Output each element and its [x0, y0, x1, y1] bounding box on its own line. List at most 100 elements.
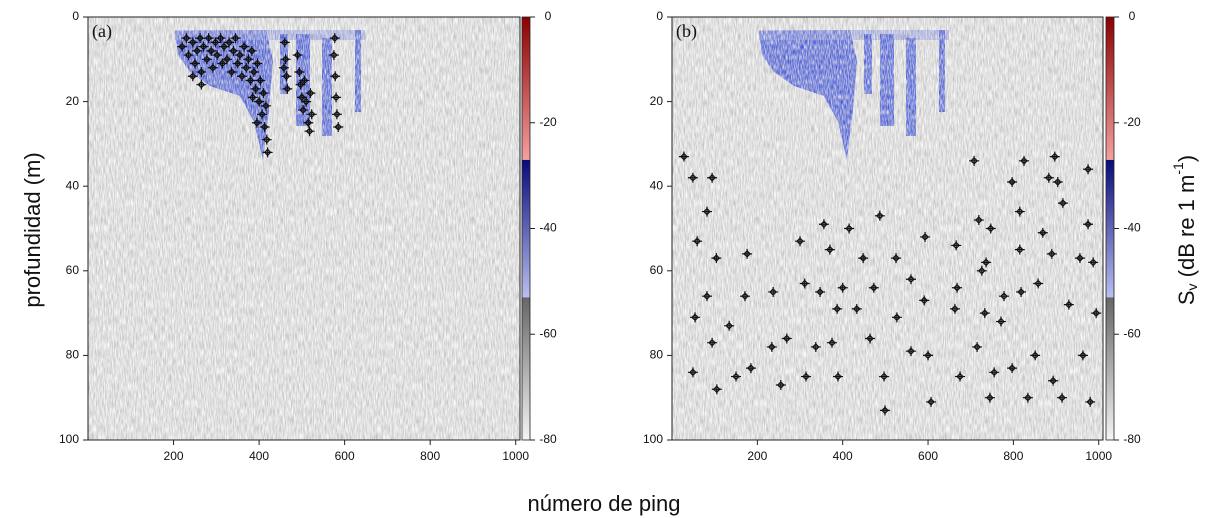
marker — [707, 172, 718, 183]
label-part: (dB re 1 m — [1174, 175, 1199, 284]
marker — [711, 253, 722, 264]
marker — [210, 37, 221, 48]
marker — [279, 37, 290, 48]
marker — [282, 83, 293, 94]
marker — [919, 295, 930, 306]
marker — [281, 71, 292, 82]
colorbar-band — [1106, 17, 1114, 160]
marker — [304, 126, 315, 137]
marker — [222, 54, 233, 65]
marker — [1057, 392, 1068, 403]
marker — [257, 109, 268, 120]
label-part: ) — [1174, 155, 1199, 162]
marker — [905, 274, 916, 285]
marker — [810, 341, 821, 352]
colorbar-tick-label: 0 — [1129, 9, 1136, 23]
marker — [955, 371, 966, 382]
colorbar-tick-label: -40 — [539, 221, 557, 235]
marker — [248, 66, 259, 77]
marker — [985, 223, 996, 234]
colorbar-tick-label: -80 — [539, 432, 557, 446]
marker — [1030, 350, 1041, 361]
y-tick-label: 60 — [650, 263, 664, 277]
y-tick-label: 20 — [66, 94, 80, 108]
marker — [333, 121, 344, 132]
marker — [280, 54, 291, 65]
marker — [799, 278, 810, 289]
marker — [701, 206, 712, 217]
marker — [1052, 176, 1063, 187]
marker — [1033, 278, 1044, 289]
marker — [692, 236, 703, 247]
marker — [926, 396, 937, 407]
marker — [207, 62, 218, 73]
marker — [905, 346, 916, 357]
marker — [775, 380, 786, 391]
marker — [301, 96, 312, 107]
marker — [724, 320, 735, 331]
colorbar-tick-label: -40 — [1123, 221, 1141, 235]
marker — [731, 371, 742, 382]
y-tick-label: 60 — [66, 263, 80, 277]
marker — [262, 147, 273, 158]
x-tick-label: 400 — [833, 449, 853, 463]
marker — [296, 92, 307, 103]
x-tick-label: 600 — [918, 449, 938, 463]
marker — [234, 50, 245, 61]
marker — [230, 33, 241, 44]
marker — [976, 265, 987, 276]
marker — [255, 75, 266, 86]
marker — [236, 71, 247, 82]
marker — [245, 75, 256, 86]
marker — [868, 282, 879, 293]
y-tick-label: 100 — [59, 432, 79, 446]
marker — [981, 257, 992, 268]
marker — [292, 50, 303, 61]
marker — [259, 121, 270, 132]
marker — [891, 312, 902, 323]
marker — [224, 37, 235, 48]
marker — [177, 41, 188, 52]
label-sup: -1 — [1170, 162, 1186, 175]
marker — [972, 341, 983, 352]
marker — [844, 223, 855, 234]
marker — [206, 45, 217, 56]
marker — [183, 50, 194, 61]
marker — [232, 58, 243, 69]
y-tick-label: 40 — [66, 178, 80, 192]
marker — [305, 88, 316, 99]
marker — [239, 41, 250, 52]
marker — [254, 96, 265, 107]
marker — [891, 253, 902, 264]
marker — [192, 45, 203, 56]
marker — [187, 71, 198, 82]
marker — [250, 83, 261, 94]
panel: (a)200 400 600 800 10000204060801000-20-40-6… — [59, 9, 557, 463]
y-axis-label: profundidad (m) — [20, 152, 45, 307]
marker — [331, 92, 342, 103]
marker — [1063, 299, 1074, 310]
colorbar-tick-label: -60 — [539, 326, 557, 340]
marker — [781, 333, 792, 344]
y-tick-label: 100 — [643, 432, 663, 446]
marker — [874, 210, 885, 221]
marker — [228, 45, 239, 56]
colorbar-band — [1106, 159, 1114, 298]
marker — [329, 33, 340, 44]
marker — [1022, 392, 1033, 403]
marker — [923, 350, 934, 361]
panel-label: (b) — [676, 21, 697, 42]
marker — [766, 341, 777, 352]
marker — [306, 109, 317, 120]
marker — [247, 92, 258, 103]
colorbar-band — [522, 17, 530, 160]
marker — [1085, 396, 1096, 407]
plot-frame — [87, 16, 521, 441]
marker — [328, 50, 339, 61]
marker — [1007, 363, 1018, 374]
marker — [795, 236, 806, 247]
marker — [745, 363, 756, 374]
marker — [824, 244, 835, 255]
marker — [181, 33, 192, 44]
marker — [1083, 164, 1094, 175]
